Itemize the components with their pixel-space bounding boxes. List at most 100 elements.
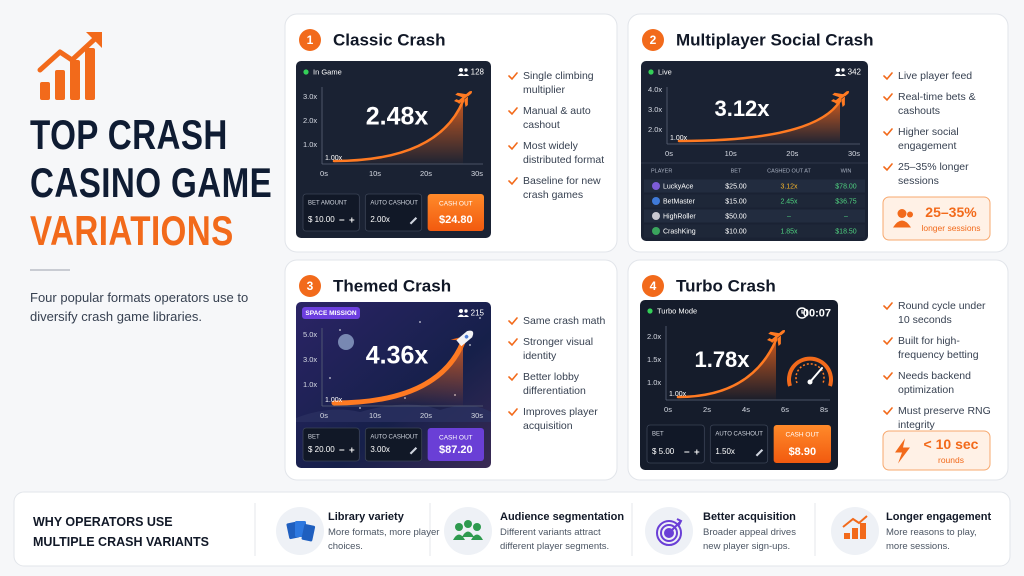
icon-arrow (842, 515, 868, 528)
x-label: 10s (369, 411, 381, 420)
control-label: AUTO CASHOUT (370, 435, 418, 441)
bullet: Manual & auto cashout (508, 104, 608, 132)
clock-hands (801, 310, 804, 314)
control-label: BET (652, 432, 664, 438)
theme-badge (302, 307, 360, 319)
bullet: Real-time bets & cashouts (883, 90, 991, 118)
player-count: 215 (471, 309, 485, 318)
round-timer: 00:07 (803, 307, 831, 319)
curve-line (676, 338, 778, 399)
y-label: 1.0x (303, 380, 317, 389)
y-label: 4.0x (648, 85, 662, 94)
stat-icon (895, 438, 910, 464)
stat-icon (897, 209, 907, 218)
check-mark (883, 163, 893, 172)
bullet-text: Baseline for new crash games (523, 175, 601, 201)
bullet: Better lobby differentiation (508, 370, 608, 398)
bullet-text: Built for high-frequency betting (898, 335, 979, 361)
bullet-text: Must preserve RNG integrity (898, 405, 991, 431)
check-mark (508, 107, 518, 116)
check-mark (883, 407, 893, 416)
bullet: Built for high-frequency betting (883, 334, 991, 362)
x-label: 2s (703, 405, 711, 414)
table-row (644, 194, 865, 208)
status-label: Turbo Mode (657, 306, 697, 315)
x-label: 8s (820, 405, 828, 414)
icon-person (473, 523, 481, 531)
bullet-text: Same crash math (523, 315, 606, 327)
icon-head (459, 68, 463, 72)
check-mark (508, 72, 518, 81)
bullet-list: Same crash math Stronger visual identity B… (508, 314, 608, 433)
table-cell: HighRoller (663, 213, 696, 220)
table-cell: 3.12x (780, 183, 798, 190)
table-cell: $50.00 (725, 213, 747, 220)
plane-body (767, 329, 786, 346)
bullet: Baseline for new crash games (508, 174, 608, 202)
y-label: 3.0x (648, 105, 662, 114)
control-box (364, 193, 423, 232)
x-label: 20s (420, 411, 432, 420)
icon-head (464, 309, 468, 313)
table-cell: 2.45x (780, 198, 798, 205)
stat-label: longer sessions (921, 223, 980, 233)
table-cell: 1.85x (780, 228, 798, 235)
players-icon (457, 68, 469, 76)
stat-icon (893, 220, 911, 228)
card-title: Themed Crash (333, 276, 451, 295)
card-number: 1 (307, 33, 314, 47)
live-multiplier: 1.78x (694, 347, 750, 372)
check-icon (883, 372, 893, 381)
icon-dart (668, 518, 683, 534)
check-icon (508, 317, 518, 326)
hills (296, 404, 491, 422)
cashout-label: CASH OUT (439, 435, 473, 442)
curve-line (331, 339, 466, 406)
cashout-button (427, 194, 484, 231)
bullet: Live player feed (883, 69, 991, 83)
players-icon (834, 68, 846, 76)
control-box (646, 424, 705, 464)
item-icon (453, 520, 483, 540)
bullet-text: Manual & auto cashout (523, 105, 591, 131)
gauge-hub (807, 379, 813, 385)
icon-body (834, 73, 842, 76)
table-cell: $25.00 (725, 183, 747, 190)
icon-body (463, 315, 469, 317)
icon-arrow (37, 33, 101, 73)
footer-title: WHY OPERATORS USE MULTIPLE CRASH VARIANTS (33, 512, 209, 552)
bullet-text: Higher social engagement (898, 126, 959, 152)
stat-value: < 10 sec (924, 436, 979, 452)
bullet: 25–35% longer sessions (883, 160, 991, 188)
start-multiplier: 1.00x (325, 155, 343, 162)
cashout-label: CASH OUT (786, 432, 820, 439)
control-box (364, 427, 423, 462)
x-label: 6s (781, 405, 789, 414)
footer-title-line: WHY OPERATORS USE (33, 515, 173, 529)
title-line: CASINO GAME (30, 159, 273, 206)
table-cell: $15.00 (725, 198, 747, 205)
table-cell: CrashKing (663, 228, 696, 235)
bullet-text: Live player feed (898, 70, 973, 82)
check-mark (883, 372, 893, 381)
check-icon (508, 408, 518, 417)
table-header: PLAYER (651, 168, 672, 174)
item-icon (842, 515, 868, 539)
rocket-icon (831, 90, 850, 107)
card-number-badge (299, 275, 321, 297)
gauge-needle (809, 367, 823, 383)
curve-line (332, 99, 465, 163)
card-number: 4 (650, 279, 657, 293)
card-title: Multiplayer Social Crash (676, 30, 873, 49)
main-title: TOP CRASH CASINO GAME VARIATIONS (30, 111, 283, 255)
table-row (644, 209, 865, 223)
control-label: BET (308, 435, 320, 441)
star (339, 329, 341, 331)
table-row (644, 224, 865, 238)
bullet-list: Single climbing multiplier Manual & auto … (508, 69, 608, 202)
cashout-button (427, 428, 484, 461)
icon-person (471, 534, 483, 540)
x-label: 20s (786, 149, 798, 158)
card-title: Classic Crash (333, 30, 445, 49)
status-dot (647, 308, 653, 314)
